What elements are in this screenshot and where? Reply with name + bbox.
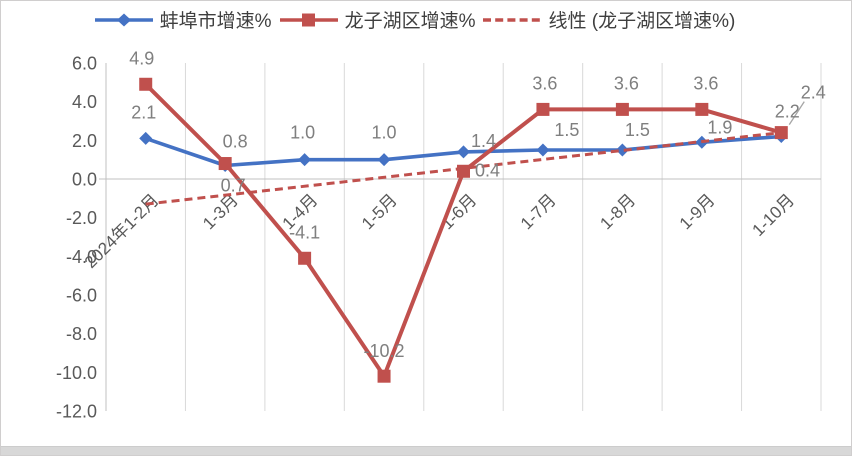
longzihu-data-label: 0.4	[475, 160, 500, 180]
chart-legend: 蚌埠市增速% 龙子湖区增速% 线性 (龙子湖区增速%)	[1, 6, 839, 33]
y-tick-label: 6.0	[72, 54, 97, 74]
y-tick-label: 2.0	[72, 131, 97, 151]
x-category-label: 1-5月	[358, 190, 401, 233]
bengbu-data-label: 0.7	[221, 175, 246, 195]
y-tick-label: -10.0	[56, 363, 97, 383]
y-tick-label: -8.0	[66, 324, 97, 344]
legend-item-longzihu[interactable]: 龙子湖区增速%	[278, 6, 476, 33]
legend-label-longzihu: 龙子湖区增速%	[344, 11, 476, 32]
longzihu-square-marker	[218, 157, 232, 171]
bengbu-diamond-marker	[298, 153, 312, 167]
longzihu-data-label: 0.8	[223, 132, 248, 152]
bengbu-data-label: 1.4	[471, 131, 496, 151]
longzihu-square-marker	[536, 102, 550, 116]
longzihu-square-marker	[298, 251, 312, 265]
longzihu-data-label: -4.1	[289, 222, 320, 242]
longzihu-data-label: 3.6	[693, 73, 718, 93]
y-tick-label: -2.0	[66, 208, 97, 228]
x-category-label: 1-9月	[676, 190, 719, 233]
bottom-edge-strip	[1, 446, 851, 455]
longzihu-data-label: -10.2	[364, 341, 405, 361]
x-category-label: 1-10月	[749, 190, 799, 240]
longzihu-data-label: 3.6	[532, 73, 557, 93]
longzihu-square-marker	[774, 126, 788, 140]
legend-red-dashed-line-icon	[483, 17, 542, 22]
legend-blue-line-diamond-icon	[94, 13, 153, 26]
y-tick-label: -6.0	[66, 286, 97, 306]
bengbu-data-label: 2.2	[775, 101, 800, 121]
x-category-label: 1-3月	[199, 190, 242, 233]
longzihu-square-marker	[695, 102, 709, 116]
bengbu-diamond-marker	[139, 131, 153, 145]
legend-label-bengbu: 蚌埠市增速%	[159, 11, 272, 32]
bengbu-diamond-marker	[615, 143, 629, 157]
longzihu-square-marker	[377, 369, 391, 383]
bengbu-data-label: 1.0	[290, 123, 315, 143]
y-tick-label: -4.0	[66, 247, 97, 267]
legend-label-trendline: 线性 (龙子湖区增速%)	[548, 11, 736, 32]
longzihu-data-label: 3.6	[614, 73, 639, 93]
legend-red-line-square-icon	[279, 13, 338, 26]
x-category-label: 1-7月	[517, 190, 560, 233]
bengbu-diamond-marker	[377, 153, 391, 167]
bengbu-data-label: 1.9	[707, 117, 732, 137]
leader-line	[788, 101, 805, 125]
bengbu-diamond-marker	[457, 145, 470, 159]
y-tick-label: 0.0	[72, 170, 97, 190]
legend-item-trendline[interactable]: 线性 (龙子湖区增速%)	[481, 6, 735, 33]
bengbu-diamond-marker	[536, 143, 550, 157]
legend-item-bengbu[interactable]: 蚌埠市增速%	[93, 6, 272, 33]
bengbu-data-label: 1.0	[372, 123, 397, 143]
bengbu-data-label: 1.5	[554, 120, 579, 140]
bengbu-data-label: 1.5	[625, 120, 650, 140]
longzihu-data-label: 2.4	[801, 83, 826, 103]
longzihu-square-marker	[615, 102, 629, 116]
y-tick-label: -12.0	[56, 402, 97, 422]
y-tick-label: 4.0	[72, 92, 97, 112]
longzihu-square-marker	[457, 164, 470, 178]
longzihu-data-label: 4.9	[129, 48, 154, 68]
longzihu-square-marker	[139, 77, 153, 91]
bengbu-data-label: 2.1	[131, 102, 156, 122]
x-category-label: 1-8月	[596, 190, 639, 233]
